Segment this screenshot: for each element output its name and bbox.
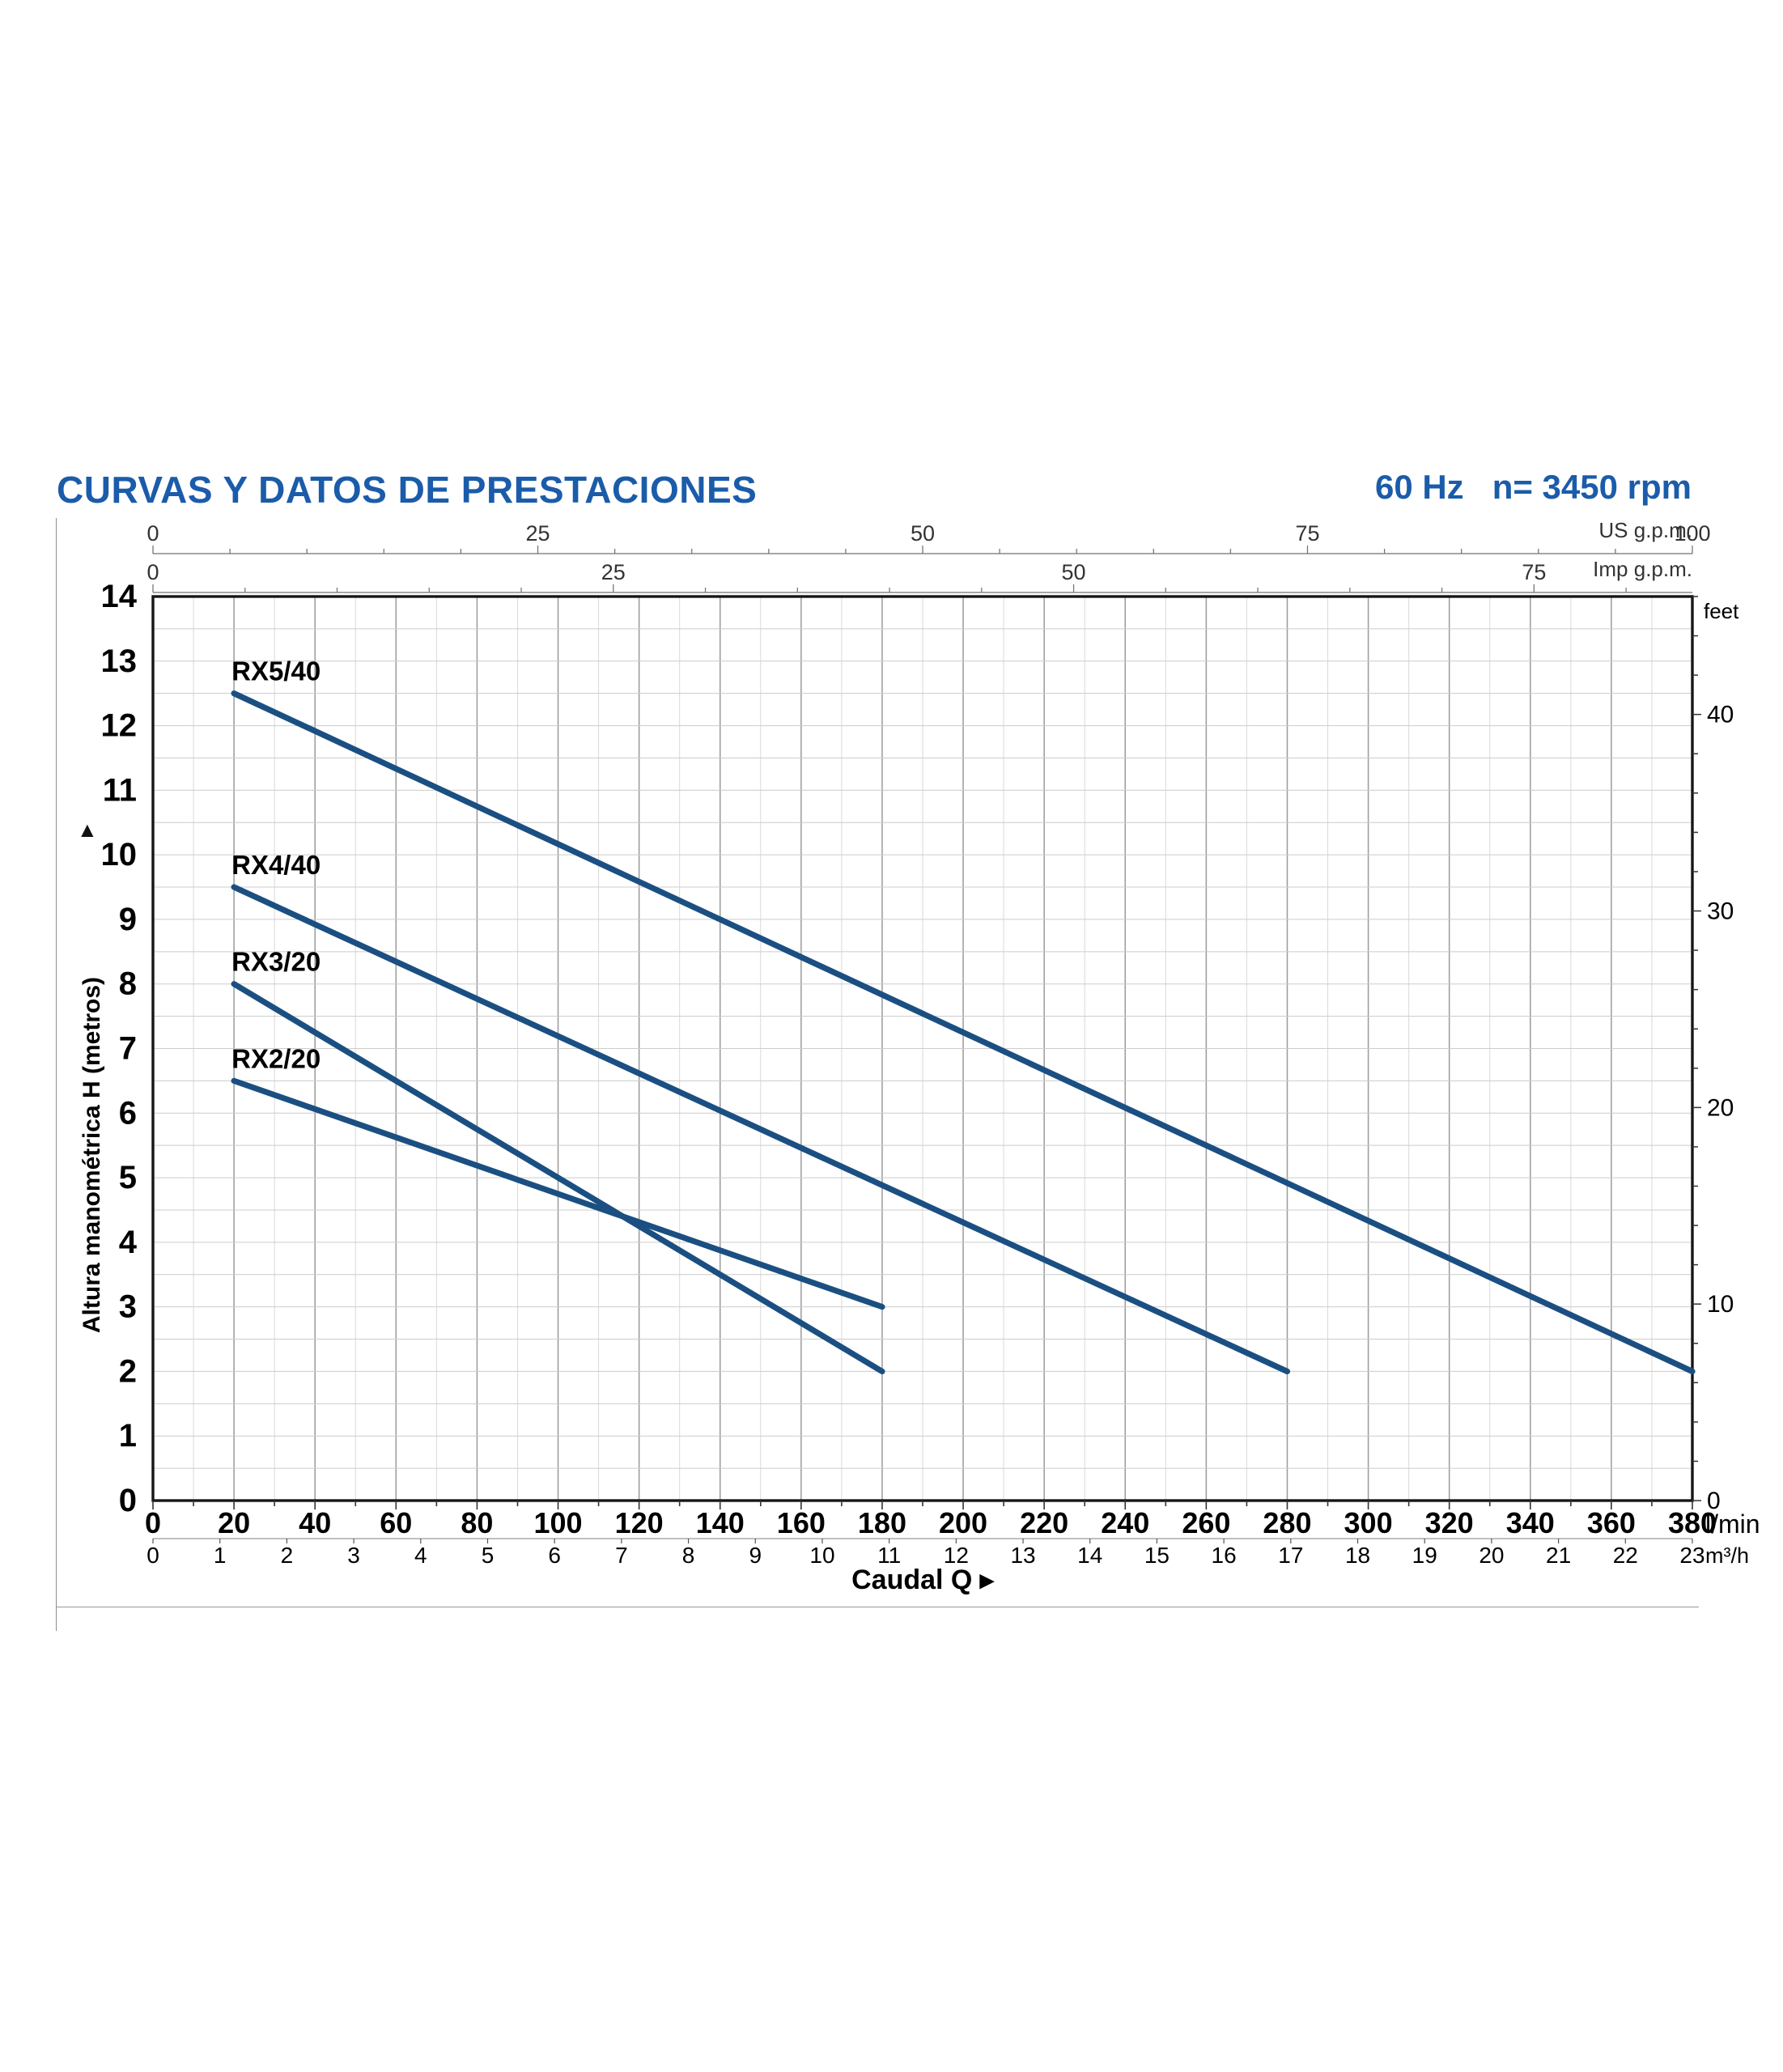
svg-text:15: 15 — [1144, 1543, 1170, 1568]
svg-text:75: 75 — [1522, 560, 1546, 584]
svg-text:feet: feet — [1704, 599, 1739, 623]
svg-text:13: 13 — [1010, 1543, 1035, 1568]
svg-text:23: 23 — [1679, 1543, 1704, 1568]
svg-text:0: 0 — [119, 1483, 137, 1518]
svg-text:19: 19 — [1412, 1543, 1437, 1568]
svg-text:RX4/40: RX4/40 — [231, 850, 321, 880]
svg-text:11: 11 — [877, 1543, 901, 1568]
svg-text:40: 40 — [1707, 702, 1734, 728]
svg-text:200: 200 — [939, 1506, 987, 1539]
svg-text:1: 1 — [214, 1543, 227, 1568]
svg-text:2: 2 — [119, 1353, 137, 1389]
svg-text:140: 140 — [696, 1506, 745, 1539]
svg-text:30: 30 — [1707, 898, 1734, 925]
svg-text:0: 0 — [146, 1543, 159, 1568]
svg-text:8: 8 — [119, 966, 137, 1002]
svg-text:9: 9 — [749, 1543, 762, 1568]
svg-text:3: 3 — [119, 1289, 137, 1325]
svg-text:100: 100 — [533, 1506, 582, 1539]
svg-text:m³/h: m³/h — [1705, 1543, 1749, 1568]
svg-text:280: 280 — [1263, 1506, 1311, 1539]
svg-text:6: 6 — [119, 1095, 137, 1131]
svg-text:40: 40 — [299, 1506, 331, 1539]
svg-text:RX3/20: RX3/20 — [231, 947, 321, 977]
svg-text:14: 14 — [1077, 1543, 1102, 1568]
svg-text:10: 10 — [101, 837, 138, 873]
svg-text:0: 0 — [145, 1506, 161, 1539]
svg-text:10: 10 — [809, 1543, 834, 1568]
svg-text:22: 22 — [1613, 1543, 1638, 1568]
svg-text:20: 20 — [1707, 1094, 1734, 1121]
svg-text:75: 75 — [1295, 521, 1319, 546]
svg-text:120: 120 — [615, 1506, 664, 1539]
svg-text:300: 300 — [1344, 1506, 1393, 1539]
svg-text:50: 50 — [1062, 560, 1086, 584]
svg-text:Imp g.p.m.: Imp g.p.m. — [1593, 557, 1692, 581]
svg-text:16: 16 — [1212, 1543, 1237, 1568]
svg-text:5: 5 — [482, 1543, 495, 1568]
svg-text:12: 12 — [944, 1543, 969, 1568]
svg-text:260: 260 — [1182, 1506, 1230, 1539]
svg-text:17: 17 — [1278, 1543, 1303, 1568]
svg-text:4: 4 — [119, 1225, 138, 1260]
svg-text:10: 10 — [1707, 1291, 1734, 1318]
svg-text:340: 340 — [1506, 1506, 1555, 1539]
svg-text:18: 18 — [1345, 1543, 1370, 1568]
svg-text:25: 25 — [525, 521, 550, 546]
svg-text:8: 8 — [682, 1543, 695, 1568]
svg-text:RX2/20: RX2/20 — [231, 1043, 321, 1073]
svg-text:0: 0 — [146, 560, 159, 584]
svg-text:160: 160 — [777, 1506, 826, 1539]
svg-text:360: 360 — [1587, 1506, 1636, 1539]
svg-text:240: 240 — [1101, 1506, 1149, 1539]
svg-text:220: 220 — [1020, 1506, 1068, 1539]
svg-text:60: 60 — [380, 1506, 412, 1539]
svg-text:0: 0 — [1707, 1488, 1721, 1514]
svg-text:4: 4 — [414, 1543, 427, 1568]
svg-text:25: 25 — [601, 560, 626, 584]
svg-text:RX5/40: RX5/40 — [231, 656, 321, 686]
svg-text:9: 9 — [119, 902, 137, 937]
svg-text:7: 7 — [615, 1543, 628, 1568]
svg-text:50: 50 — [911, 521, 935, 546]
svg-text:14: 14 — [101, 579, 138, 614]
svg-text:20: 20 — [1479, 1543, 1504, 1568]
svg-text:320: 320 — [1425, 1506, 1474, 1539]
svg-text:1: 1 — [119, 1418, 137, 1454]
svg-text:12: 12 — [101, 708, 138, 744]
svg-text:21: 21 — [1546, 1543, 1571, 1568]
svg-text:180: 180 — [858, 1506, 906, 1539]
svg-text:20: 20 — [218, 1506, 250, 1539]
svg-text:US g.p.m.: US g.p.m. — [1598, 518, 1692, 542]
svg-text:11: 11 — [103, 772, 137, 808]
svg-text:7: 7 — [119, 1031, 137, 1067]
svg-text:0: 0 — [146, 521, 159, 546]
svg-text:3: 3 — [347, 1543, 360, 1568]
svg-text:6: 6 — [548, 1543, 561, 1568]
svg-text:2: 2 — [281, 1543, 294, 1568]
svg-text:5: 5 — [119, 1160, 137, 1195]
svg-text:13: 13 — [101, 643, 138, 679]
svg-text:80: 80 — [461, 1506, 493, 1539]
